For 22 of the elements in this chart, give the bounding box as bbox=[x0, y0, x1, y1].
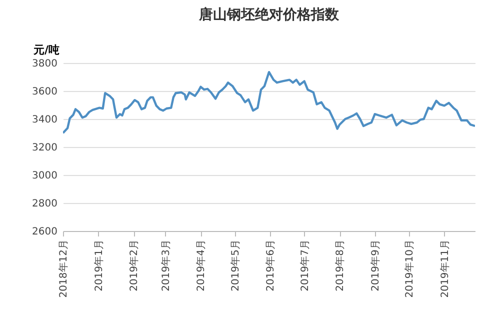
y-tick-label: 2800 bbox=[32, 198, 58, 210]
x-tick-label: 2019年4月 bbox=[195, 240, 208, 292]
chart-title: 唐山钢坯绝对价格指数 bbox=[198, 6, 340, 23]
x-tick-label: 2019年9月 bbox=[369, 240, 382, 292]
x-tick-label: 2019年7月 bbox=[298, 240, 311, 292]
x-tick-label: 2019年10月 bbox=[403, 240, 416, 298]
x-tick-label: 2019年3月 bbox=[160, 240, 172, 292]
line-series bbox=[63, 71, 475, 134]
y-tick-label: 2600 bbox=[32, 226, 58, 238]
x-tick-label: 2019年6月 bbox=[264, 240, 277, 292]
y-tick-label: 3200 bbox=[32, 142, 58, 154]
x-tick-label: 2019年8月 bbox=[334, 240, 346, 292]
x-tick-label: 2019年5月 bbox=[229, 240, 242, 292]
y-tick-label: 3400 bbox=[32, 114, 58, 126]
y-tick-label: 3800 bbox=[32, 58, 58, 70]
y-tick-label: 3000 bbox=[32, 170, 58, 182]
x-tick-label: 2019年11月 bbox=[438, 240, 451, 298]
y-tick-label: 3600 bbox=[32, 86, 58, 98]
y-axis-title: 元/吨 bbox=[32, 44, 60, 56]
x-tick-label: 2018年12月 bbox=[58, 240, 70, 298]
x-tick-label: 2019年2月 bbox=[128, 240, 140, 292]
x-tick-label: 2019年1月 bbox=[92, 240, 105, 292]
